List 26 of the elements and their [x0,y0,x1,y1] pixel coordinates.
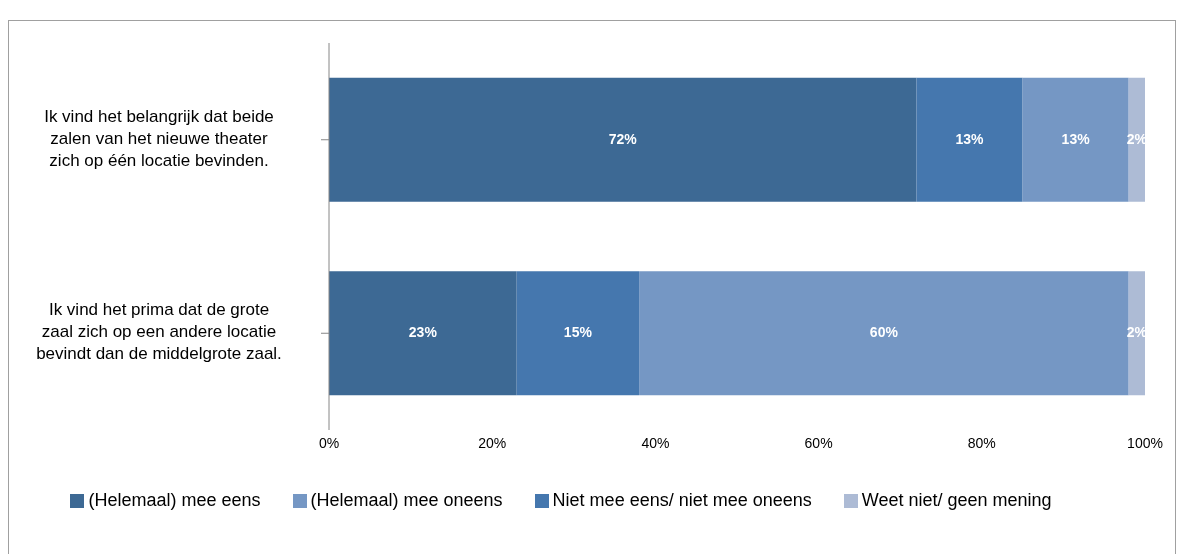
legend-label: (Helemaal) mee eens [88,490,261,510]
x-tick-label: 20% [478,434,507,451]
legend-label: (Helemaal) mee oneens [310,490,503,510]
bar [329,271,517,396]
bar [916,77,1023,202]
bar [639,271,1129,396]
x-tick-label: 100% [1127,434,1163,451]
y-tick-label: Ik vind het prima dat de grote zaal zich op een andere locatie bevindt dan de middelgrote zaal. [36,300,282,364]
text: 60% [869,324,898,341]
x-tick-label: 60% [804,434,833,451]
legend-label: Niet mee eens/ niet mee oneens [552,490,812,510]
bar [1128,271,1145,396]
y-tick-label: Ik vind het belangrijk dat beide zalen van het nieuwe theater zich op één locatie bevinden. [44,107,274,171]
bar [329,77,917,202]
text: 72% [608,130,637,147]
x-tick-label: 80% [967,434,996,451]
text: 13% [1061,130,1090,147]
bar [516,271,640,396]
bar [1022,77,1129,202]
x-tick-label: 40% [641,434,670,451]
x-tick-label: 0% [318,434,340,451]
bar [1128,77,1145,202]
text: 23% [408,324,437,341]
text: 15% [563,324,592,341]
legend-label: Weet niet/ geen mening [861,490,1052,510]
text: 13% [955,130,984,147]
